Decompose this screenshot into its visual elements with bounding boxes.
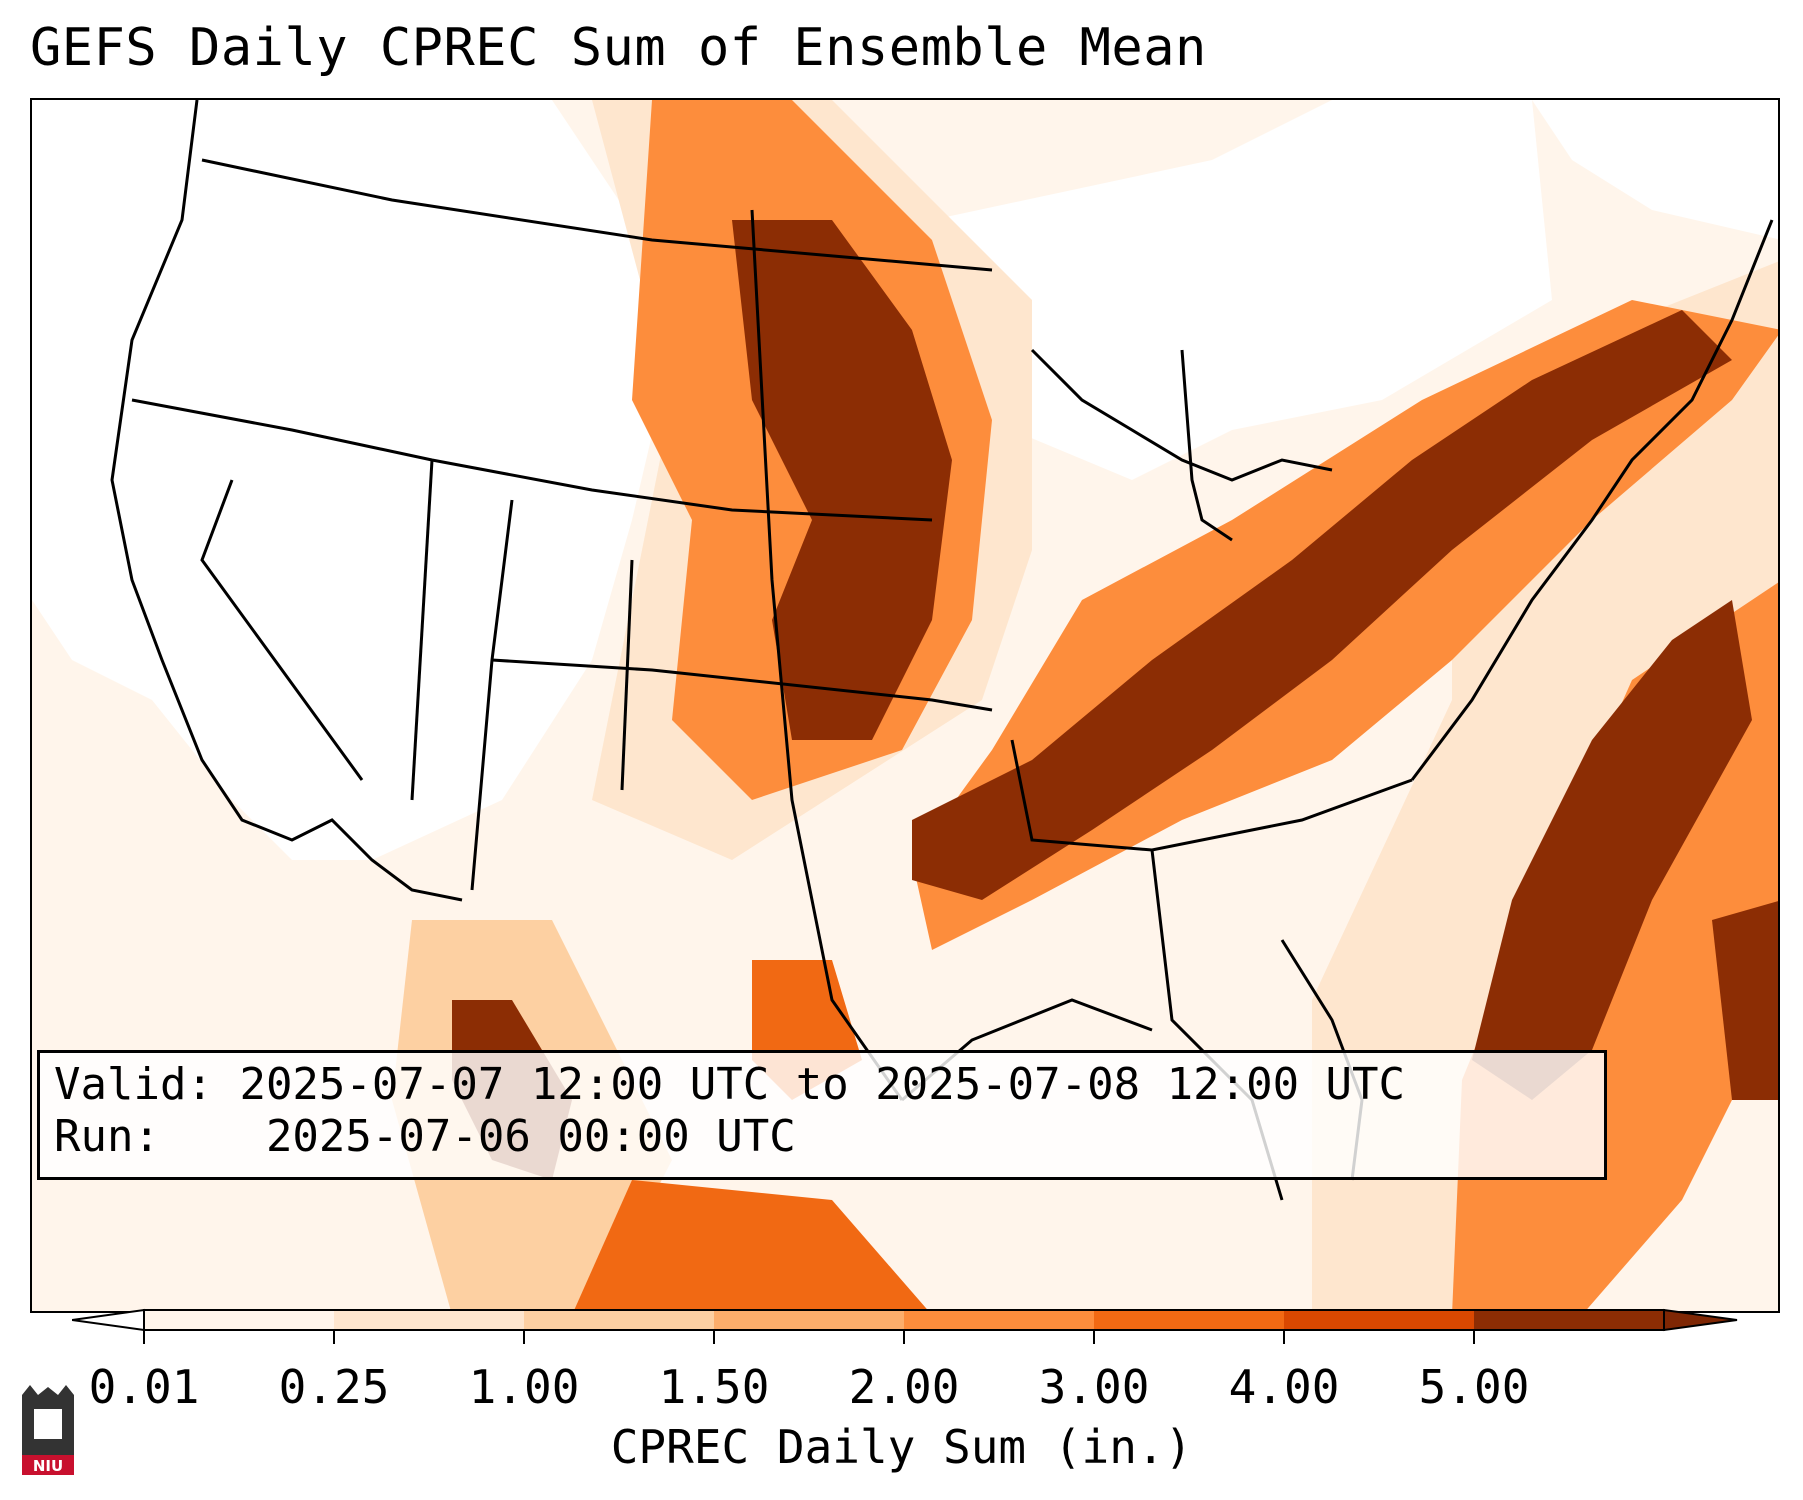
medium-band-south — [573, 1180, 929, 1311]
colorbar-segment — [334, 1310, 525, 1330]
max-band-ohio-valley — [912, 310, 1732, 900]
map-title: GEFS Daily CPREC Sum of Ensemble Mean — [30, 18, 1207, 78]
colorbar-tick-label: 3.00 — [1038, 1360, 1150, 1414]
run-row: Run: 2025-07-06 00:00 UTC — [54, 1111, 1590, 1163]
nevada-border — [200, 479, 364, 781]
lake-michigan-shore — [1180, 349, 1233, 542]
northern-border — [201, 158, 993, 272]
logo-spires — [22, 1385, 74, 1395]
logo-text: NIU — [33, 1457, 63, 1475]
colorbar-tick-label: 4.00 — [1228, 1360, 1340, 1414]
colorbar-over-arrow — [1663, 1308, 1738, 1332]
colorbar-segment — [524, 1310, 715, 1330]
colorbar-segment — [904, 1310, 1095, 1330]
logo-banner — [22, 1455, 74, 1475]
colorbar-tick-label: 0.01 — [88, 1360, 200, 1414]
valid-value: 2025-07-07 12:00 UTC to 2025-07-08 12:00… — [239, 1059, 1406, 1110]
dry-region-northeast — [1532, 100, 1778, 240]
colorbar-segment — [1284, 1310, 1475, 1330]
dry-region-north — [932, 100, 1552, 480]
west-coastline — [110, 100, 463, 902]
colorbar-ticks — [143, 1330, 1475, 1344]
colorbar-tick-label: 0.25 — [278, 1360, 390, 1414]
central-border — [750, 209, 904, 1101]
colorbar-tick-label: 2.00 — [848, 1360, 960, 1414]
colorbar-tick-label: 5.00 — [1418, 1360, 1530, 1414]
colorado-border — [620, 559, 634, 791]
border-line-2 — [410, 459, 434, 801]
info-box: Valid: 2025-07-07 12:00 UTC to 2025-07-0… — [37, 1050, 1607, 1180]
run-label: Run: — [54, 1111, 160, 1162]
max-band-dakotas — [732, 220, 952, 740]
niu-logo: NIU — [22, 1385, 74, 1475]
colorbar-segment — [714, 1310, 905, 1330]
border-line-3 — [491, 658, 993, 712]
colorbar-segment — [1474, 1310, 1665, 1330]
max-band-offshore — [1472, 600, 1752, 1100]
dry-region-west — [32, 100, 672, 860]
light-band-atlantic — [1312, 261, 1778, 1311]
colorbar-segment — [144, 1310, 335, 1330]
colorbar-segment — [1094, 1310, 1285, 1330]
colorbar-tick-label: 1.00 — [468, 1360, 580, 1414]
great-lakes-shore — [1030, 348, 1333, 482]
colorbar-label: CPREC Daily Sum (in.) — [610, 1420, 1193, 1474]
border-line-1 — [131, 398, 933, 522]
colorbar-tick-label: 1.50 — [658, 1360, 770, 1414]
run-value: 2025-07-06 00:00 UTC — [265, 1111, 796, 1162]
colorbar — [72, 1308, 1738, 1344]
colorbar-segments — [143, 1309, 1665, 1331]
valid-label: Valid: — [54, 1059, 213, 1110]
valid-row: Valid: 2025-07-07 12:00 UTC to 2025-07-0… — [54, 1059, 1590, 1111]
logo-window — [34, 1409, 62, 1439]
colorbar-under-arrow — [72, 1308, 145, 1332]
max-cell-atlantic — [1712, 901, 1778, 1100]
east-coastline — [1410, 219, 1774, 781]
